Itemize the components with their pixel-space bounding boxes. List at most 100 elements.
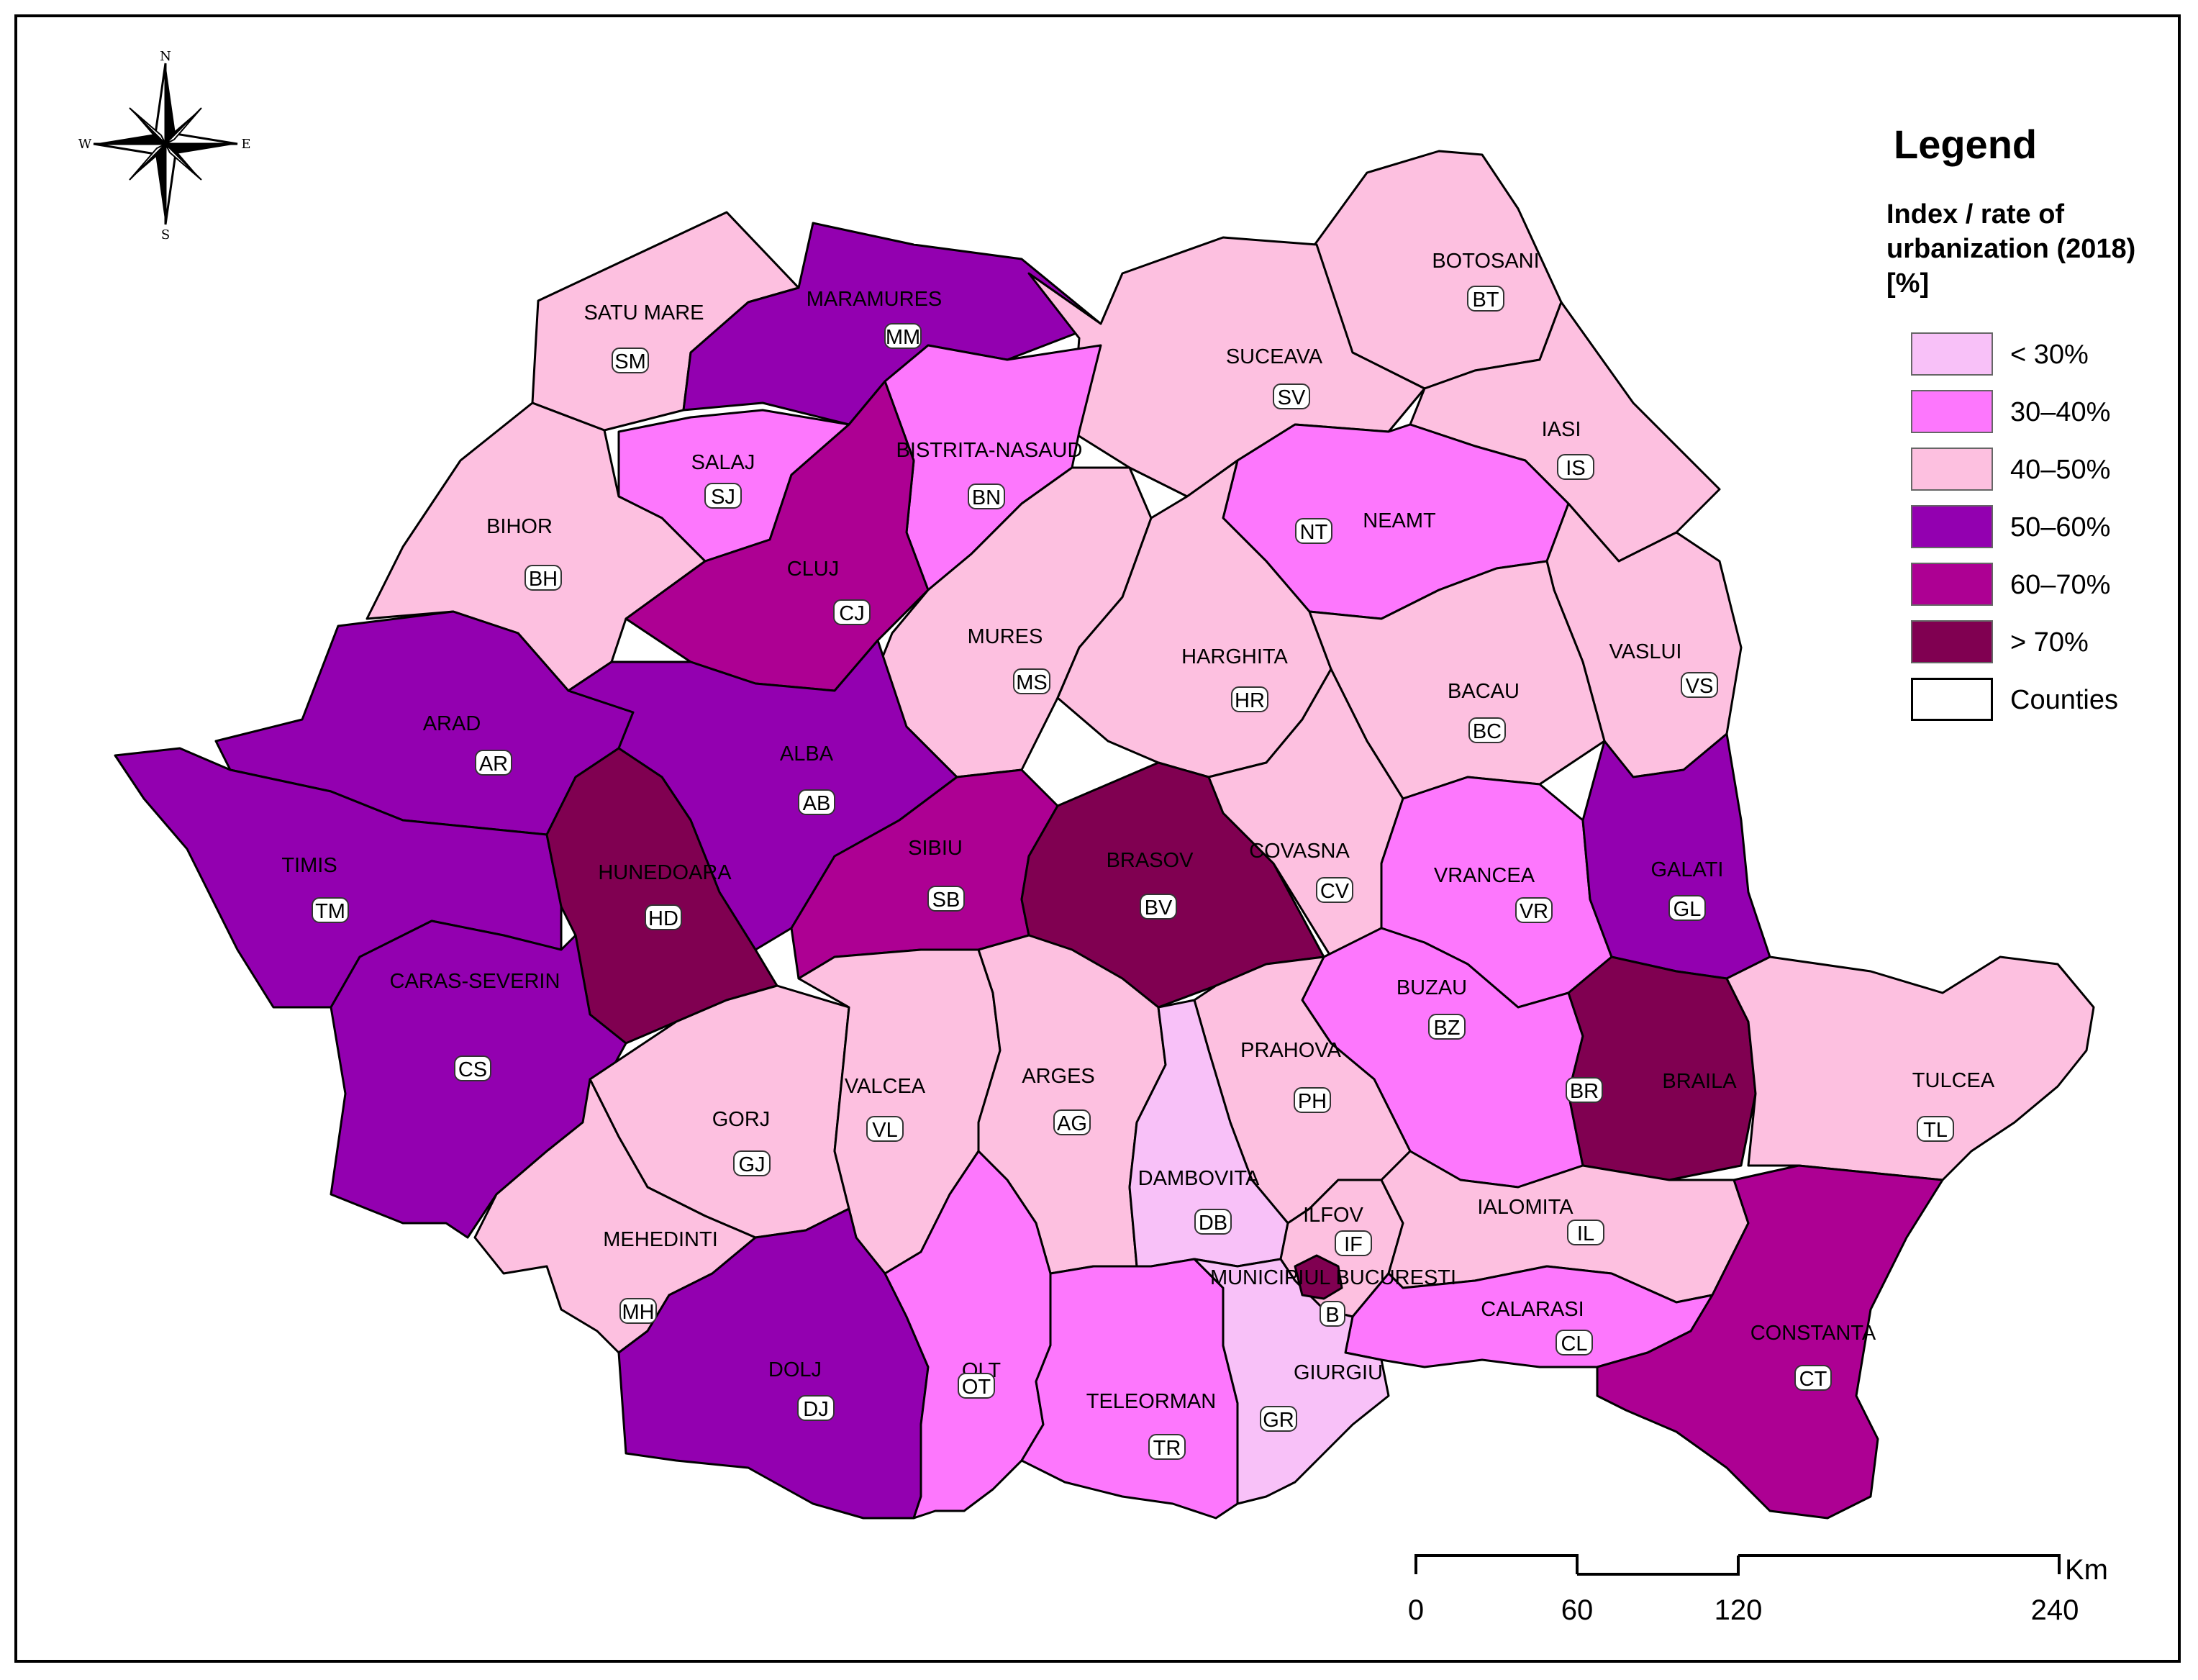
county-name: NEAMT xyxy=(1363,509,1436,532)
county-code: IF xyxy=(1344,1233,1363,1256)
county-code: PH xyxy=(1298,1090,1327,1113)
county-name: CALARASI xyxy=(1481,1298,1584,1321)
county-name: SATU MARE xyxy=(583,301,704,324)
scale-label-60: 60 xyxy=(1561,1594,1594,1626)
county-name: CLUJ xyxy=(787,558,840,581)
legend-title: Legend xyxy=(1894,122,2038,167)
county-code: NT xyxy=(1300,521,1328,544)
county-code: GR xyxy=(1263,1409,1294,1432)
county-name: COVASNA xyxy=(1249,840,1350,863)
county-code-badge xyxy=(797,1395,835,1421)
county-code: BZ xyxy=(1433,1017,1460,1040)
county-name: VRANCEA xyxy=(1434,864,1535,887)
county-code-badge xyxy=(1794,1365,1832,1391)
county-code: GJ xyxy=(738,1153,765,1176)
county-code: AR xyxy=(479,753,508,776)
compass-n: N xyxy=(160,49,171,64)
county-name: DAMBOVITA xyxy=(1138,1167,1260,1190)
county-tr[interactable] xyxy=(1020,1258,1239,1520)
county-b[interactable] xyxy=(1294,1254,1343,1300)
county-code: BN xyxy=(972,486,1001,509)
county-code-badge xyxy=(1668,895,1706,921)
county-code-badge xyxy=(1013,668,1050,694)
county-name: GORJ xyxy=(712,1108,771,1131)
county-name: ARAD xyxy=(423,712,481,735)
county-code-badge xyxy=(1515,897,1553,923)
county-code: MM xyxy=(886,326,920,349)
county-name: SIBIU xyxy=(908,837,963,860)
county-code-badge xyxy=(1468,717,1506,743)
county-code: DB xyxy=(1199,1212,1227,1235)
county-code: MS xyxy=(1016,671,1048,694)
labels-layer: SATU MARE SM MARAMURES MM BOTOSANI BT SUCEAVA S… xyxy=(281,250,1995,1460)
county-name: GALATI xyxy=(1651,858,1724,881)
county-code: OT xyxy=(962,1376,991,1399)
county-code: VL xyxy=(872,1119,897,1142)
scale-label-240: 240 xyxy=(2030,1594,2079,1626)
county-name: BRAILA xyxy=(1662,1070,1737,1093)
county-name: BIHOR xyxy=(486,515,553,538)
county-code-badge xyxy=(1320,1301,1345,1327)
county-name: TIMIS xyxy=(281,854,337,877)
legend-label: 60–70% xyxy=(2010,570,2111,600)
county-code-badge xyxy=(1260,1406,1297,1432)
county-name: BRASOV xyxy=(1107,849,1194,872)
county-code-badge xyxy=(1294,1087,1331,1113)
county-br[interactable] xyxy=(1567,955,1757,1181)
county-code-badge xyxy=(1917,1116,1954,1142)
county-name: SUCEAVA xyxy=(1226,345,1323,368)
county-code: CT xyxy=(1799,1368,1827,1391)
county-tl[interactable] xyxy=(1725,955,2095,1181)
county-gl[interactable] xyxy=(1581,732,1771,980)
county-code-badge xyxy=(475,750,512,776)
county-code: HD xyxy=(648,907,678,930)
county-code-badge xyxy=(524,565,562,591)
county-name: PRAHOVA xyxy=(1240,1039,1341,1062)
legend-label: Counties xyxy=(2010,685,2118,715)
county-name: HUNEDOARA xyxy=(598,861,732,884)
county-name: MEHEDINTI xyxy=(603,1228,718,1251)
legend-label: 30–40% xyxy=(2010,397,2111,427)
county-code-badge xyxy=(1194,1209,1232,1235)
county-name: SALAJ xyxy=(691,451,755,474)
county-code: GL xyxy=(1674,898,1702,921)
county-code: B xyxy=(1325,1304,1339,1327)
compass-e: E xyxy=(241,137,250,152)
legend-swatch xyxy=(1911,505,1993,548)
legend-swatch xyxy=(1911,390,1993,433)
county-code-badge xyxy=(1053,1109,1091,1135)
county-code: BR xyxy=(1570,1080,1599,1103)
legend-swatch xyxy=(1911,678,1993,721)
county-code-badge xyxy=(454,1055,491,1081)
county-code-badge xyxy=(866,1116,904,1142)
county-name: ARGES xyxy=(1022,1065,1095,1088)
county-code: CJ xyxy=(839,602,864,625)
north-arrow-icon: N S E W xyxy=(78,49,251,242)
legend-label: > 70% xyxy=(2010,627,2089,658)
county-name: VALCEA xyxy=(845,1075,926,1098)
county-code-badge xyxy=(1681,672,1718,698)
county-code: IL xyxy=(1577,1222,1594,1245)
county-name: IASI xyxy=(1542,418,1581,441)
county-code: TL xyxy=(1923,1119,1948,1142)
county-name: HARGHITA xyxy=(1181,645,1288,668)
county-name: MUNICIPIUL BUCURESTI xyxy=(1210,1266,1456,1289)
county-code-badge xyxy=(1231,686,1268,712)
county-code-badge xyxy=(612,348,649,373)
county-name: TELEORMAN xyxy=(1086,1390,1216,1413)
county-code-badge xyxy=(798,789,835,815)
county-code-badge xyxy=(1335,1230,1372,1256)
county-code-badge xyxy=(1316,877,1353,903)
county-code-badge xyxy=(1567,1220,1604,1245)
legend-swatch xyxy=(1911,563,1993,606)
county-name: ILFOV xyxy=(1303,1204,1363,1227)
county-ct[interactable] xyxy=(1596,1164,1944,1520)
county-code: BC xyxy=(1473,720,1502,743)
legend-label: < 30% xyxy=(2010,340,2089,370)
county-name: BUZAU xyxy=(1397,976,1467,999)
county-code-badge xyxy=(312,897,349,923)
county-name: DOLJ xyxy=(768,1358,822,1381)
county-name: VASLUI xyxy=(1609,640,1681,663)
county-code: SV xyxy=(1278,386,1306,409)
